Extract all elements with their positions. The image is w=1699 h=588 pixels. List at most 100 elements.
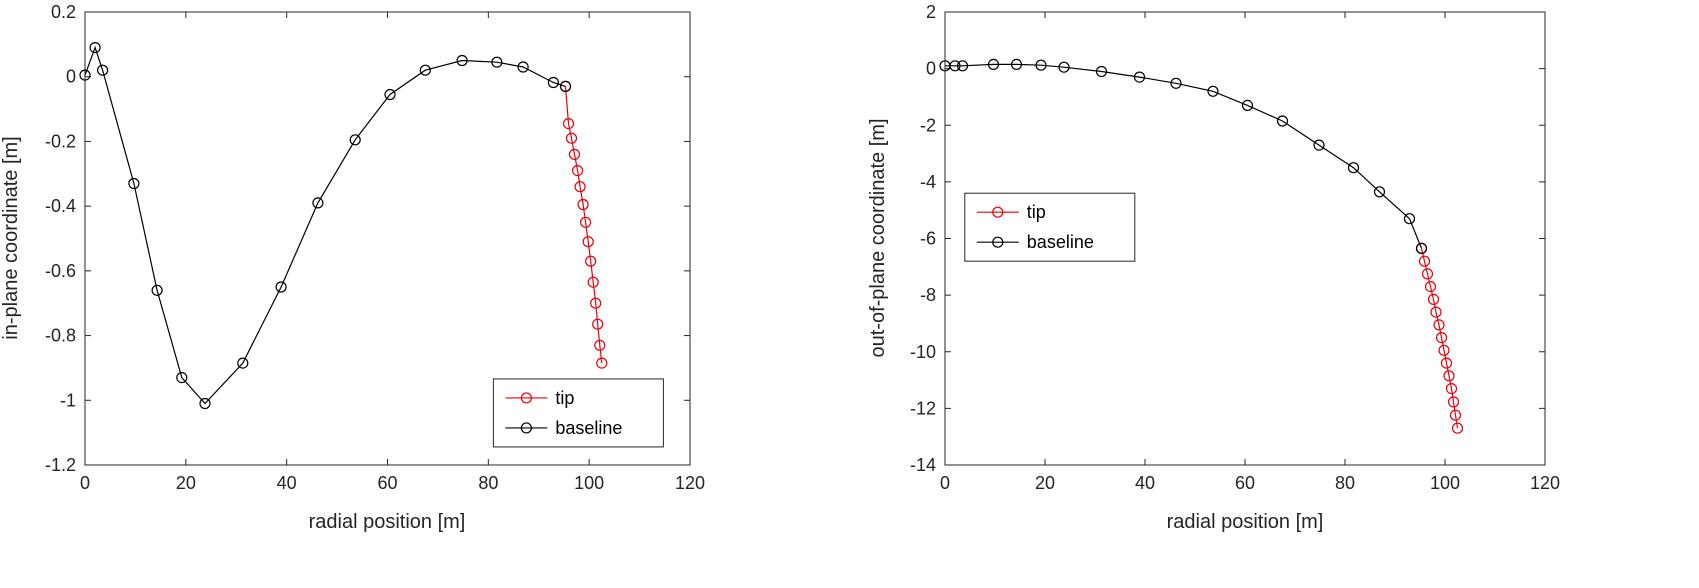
x-tick-label: 20 [1035,473,1055,493]
data-marker-baseline [349,134,361,146]
data-marker-baseline [1347,162,1360,174]
y-axis-label-right: out-of-plane coordinate [m] [867,118,889,357]
data-marker-baseline [517,61,529,73]
y-tick-label: -12 [910,398,936,418]
x-tick-label: 40 [1135,473,1155,493]
y-tick-label: 0 [66,67,76,87]
legend-label-tip: tip [1027,202,1046,222]
data-marker-baseline [275,281,287,293]
data-marker-tip [579,216,592,228]
data-marker-baseline [79,69,91,81]
x-tick-label: 40 [277,473,297,493]
data-marker-tip [1424,281,1437,293]
data-marker-tip [565,132,578,144]
legend-label-baseline: baseline [555,418,622,438]
data-marker-baseline [1207,85,1219,97]
data-marker-tip [1447,396,1460,408]
data-marker-baseline [1241,99,1254,112]
data-marker-tip [587,276,599,288]
data-marker-baseline [1035,59,1047,71]
legend-marker-tip [520,392,532,404]
y-tick-label: -4 [920,172,936,192]
series-line-tip [1420,248,1459,429]
data-marker-tip [577,198,589,211]
x-axis-label-left: radial position [m] [309,511,466,533]
data-marker-baseline [1095,65,1108,78]
data-marker-baseline [176,372,188,384]
data-marker-tip [1430,306,1442,318]
data-marker-tip [568,148,581,160]
data-marker-baseline [1276,115,1289,127]
data-marker-baseline [1170,77,1182,89]
x-tick-label: 0 [940,473,950,493]
x-tick-label: 80 [1335,473,1355,493]
y-tick-label: -0.8 [45,326,76,346]
data-marker-baseline [237,357,249,369]
data-marker-tip [596,357,608,369]
x-tick-label: 100 [574,473,604,493]
x-tick-label: 120 [675,473,705,493]
y-tick-label: -6 [920,229,936,249]
series-line-baseline [84,45,566,405]
legend-label-baseline: baseline [1027,232,1094,252]
data-marker-tip [574,181,586,193]
data-marker-baseline [547,76,560,89]
y-tick-label: -2 [920,115,936,135]
data-marker-baseline [987,58,1000,71]
data-marker-tip [1435,332,1448,344]
data-marker-baseline [1373,186,1386,198]
data-marker-tip [562,117,575,130]
x-tick-label: 100 [1430,473,1460,493]
data-marker-baseline [96,64,109,76]
data-marker-baseline [384,88,396,101]
y-tick-label: 0.2 [51,2,76,22]
data-marker-tip [1443,370,1455,382]
y-tick-label: 0 [926,59,936,79]
x-tick-label: 60 [377,473,397,493]
data-marker-baseline [559,80,572,93]
data-marker-baseline [1415,242,1428,254]
x-tick-label: 80 [478,473,498,493]
y-tick-label: 2 [926,2,936,22]
data-marker-tip [1449,409,1462,421]
x-tick-label: 60 [1235,473,1255,493]
data-marker-baseline [491,56,503,68]
y-tick-label: -1.2 [45,455,76,475]
data-marker-tip [1438,344,1450,356]
data-marker-tip [1418,255,1431,267]
legend-box [492,378,664,448]
data-marker-tip [1427,293,1440,305]
data-marker-baseline [89,41,101,54]
data-marker-baseline [956,60,969,72]
data-marker-baseline [1313,139,1325,151]
y-tick-label: -0.2 [45,131,76,151]
data-marker-tip [585,255,597,267]
legend-label-tip: tip [555,388,574,408]
data-marker-tip [590,297,602,309]
y-tick-label: -0.4 [45,196,76,216]
y-tick-label: -1 [60,390,76,410]
data-marker-baseline [1403,213,1416,225]
out-of-plane-chart: 0 20 40 60 80 100 12020-2-4-6-8-10-12-14tipbas… [910,2,1560,493]
y-tick-label: -10 [910,342,936,362]
data-marker-tip [571,165,584,177]
data-marker-baseline [419,64,431,76]
data-marker-tip [1445,383,1458,395]
data-marker-baseline [312,197,324,209]
y-axis-label-left: in-plane coordinate [m] [0,136,22,339]
data-marker-tip [582,236,594,248]
data-marker-baseline [199,397,211,410]
legend-marker-tip [992,206,1004,218]
data-marker-baseline [1010,58,1023,71]
data-marker-tip [592,318,604,330]
data-marker-tip [1440,357,1453,369]
x-tick-label: 20 [176,473,196,493]
y-tick-label: -14 [910,455,936,475]
legend-marker-baseline [992,236,1004,248]
data-marker-tip [594,339,606,351]
data-marker-baseline [128,177,140,190]
data-marker-baseline [1058,61,1070,73]
data-marker-baseline [151,284,163,296]
